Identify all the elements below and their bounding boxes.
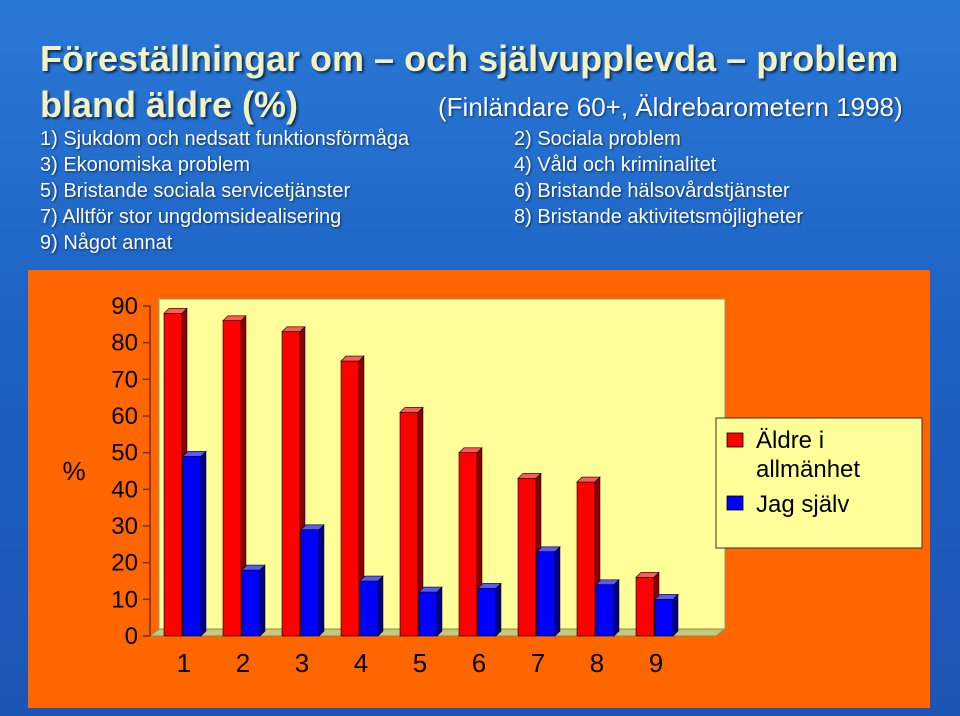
bar-top	[595, 579, 620, 585]
bar-chart: 0 10 20 30 40 50 60 70 80 90% 1 2 3 4 5 6 7 8 9 Äldre iallm…	[62, 293, 923, 678]
y-axis-label: %	[62, 456, 85, 486]
bar-top	[399, 407, 424, 413]
legend-label: Jag själv	[756, 491, 849, 518]
bar-side	[554, 546, 561, 637]
bar	[340, 360, 360, 637]
bar-side	[377, 575, 384, 637]
category-item-8: 8) Bristande aktivitetsmöjligheter	[514, 206, 804, 228]
legend-label: allmänhet	[756, 456, 860, 483]
category-item-4: 4) Våld och kriminalitet	[514, 154, 717, 176]
bar-side	[259, 564, 266, 637]
bar	[241, 569, 261, 637]
bar-side	[318, 524, 325, 637]
bar	[517, 478, 537, 637]
bar	[281, 331, 301, 637]
bar-top	[635, 572, 660, 578]
legend-label: Äldre i	[756, 427, 824, 454]
bar	[222, 320, 242, 637]
y-tick-label: 10	[111, 586, 138, 613]
bar-top	[654, 594, 679, 600]
x-tick-label: 9	[649, 648, 663, 678]
bar-top	[182, 451, 207, 457]
category-item-9: 9) Något annat	[40, 232, 173, 254]
bar	[418, 591, 438, 637]
bar	[536, 551, 556, 637]
y-tick-label: 20	[111, 550, 138, 577]
bar-top	[241, 564, 266, 571]
bar	[300, 529, 320, 637]
bar	[576, 481, 596, 637]
bar	[163, 313, 183, 637]
x-tick-label: 3	[295, 648, 309, 678]
bar-top	[300, 524, 325, 530]
x-tick-label: 8	[590, 648, 604, 678]
legend-box	[715, 417, 923, 549]
y-tick-label: 70	[111, 366, 138, 393]
chart-panel: 0 10 20 30 40 50 60 70 80 90% 1 2 3 4 5 6 7 8 9 Äldre i allm…	[28, 270, 930, 708]
category-item-6: 6) Bristande hälsovårdstjänster	[514, 180, 790, 202]
bar	[654, 599, 674, 637]
legend-swatch-blue	[726, 495, 744, 511]
x-tick-label: 5	[413, 648, 427, 678]
category-item-7: 7) Alltför stor ungdomsidealisering	[40, 206, 342, 228]
title-line-2: bland äldre (%)	[40, 84, 299, 125]
bar-side	[436, 586, 443, 637]
y-tick-label: 0	[125, 623, 138, 650]
x-tick-label: 6	[472, 648, 486, 678]
y-tick-label: 60	[111, 403, 138, 430]
bar	[182, 456, 202, 637]
x-tick-label: 7	[531, 648, 545, 678]
title-line-1: Föreställningar om – och självupplevda –…	[40, 38, 899, 79]
bar	[399, 412, 419, 637]
bar-top	[340, 355, 365, 362]
x-tick-label: 1	[177, 648, 191, 678]
category-item-5: 5) Bristande sociala servicetjänster	[40, 180, 351, 202]
bar	[595, 584, 615, 637]
bar-top	[222, 315, 247, 321]
legend-swatch-red	[726, 432, 744, 448]
bar-side	[200, 450, 207, 637]
bar-top	[418, 586, 443, 593]
bar-top	[163, 308, 188, 314]
y-tick-label: 80	[111, 330, 138, 357]
bar-side	[495, 582, 502, 637]
category-item-3: 3) Ekonomiska problem	[40, 154, 251, 176]
y-tick-label: 30	[111, 513, 138, 540]
bar-top	[281, 326, 306, 332]
bar	[635, 577, 655, 637]
y-tick-label: 50	[111, 440, 138, 467]
bar-top	[359, 575, 384, 582]
x-tick-label: 2	[236, 648, 250, 678]
bar-top	[477, 583, 502, 589]
bar-top	[576, 476, 601, 483]
bar-side	[672, 593, 679, 637]
bar-top	[536, 546, 561, 552]
category-item-1: 1) Sjukdom och nedsatt funktionsförmåga	[40, 128, 410, 150]
x-tick-label: 4	[354, 648, 368, 678]
bar-side	[613, 579, 620, 637]
bar-top	[517, 473, 542, 479]
y-tick-label: 90	[111, 293, 138, 320]
bar	[458, 452, 478, 637]
bar	[359, 580, 379, 637]
subtitle: (Finländare 60+, Äldrebarometern 1998)	[438, 92, 903, 122]
category-item-2: 2) Sociala problem	[514, 128, 681, 150]
y-tick-label: 40	[111, 476, 138, 503]
bar	[477, 588, 497, 637]
bar-top	[458, 447, 483, 453]
